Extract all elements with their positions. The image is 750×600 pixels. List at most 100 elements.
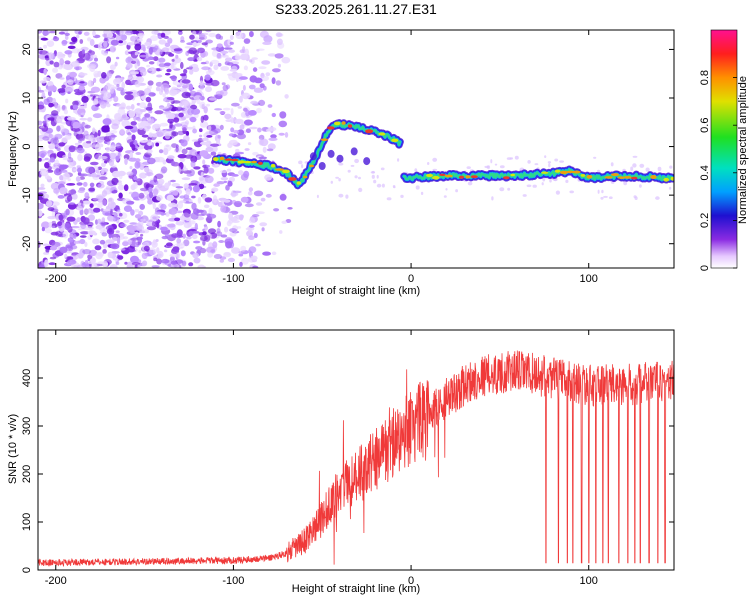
- spectrogram-noise-blob: [83, 181, 88, 187]
- spectrogram-ridge-hotspot: [212, 157, 219, 162]
- spectrogram-noise-blob: [38, 187, 46, 190]
- spectrogram-noise-blob: [191, 231, 200, 234]
- spectrogram-noise-blob: [111, 123, 119, 130]
- spectrogram-noise-blob: [81, 95, 89, 103]
- spectrogram-noise-blob: [40, 153, 45, 159]
- spectrogram-noise-blob: [42, 120, 47, 124]
- spectrogram-noise-blob: [40, 37, 48, 41]
- spectrogram-noise-blob: [123, 219, 130, 223]
- spectrogram-noise-blob: [49, 157, 55, 163]
- colorbar-gradient: [711, 30, 737, 268]
- spectrogram-noise-blob: [103, 262, 109, 267]
- spectrogram-noise-blob: [201, 32, 209, 36]
- spectrogram-noise-blob: [204, 197, 213, 203]
- spectrogram-noise-blob: [108, 159, 115, 167]
- spectrogram-noise-blob: [354, 158, 359, 164]
- spectrogram-noise-blob: [153, 175, 158, 183]
- spectrogram-frame: [37, 29, 675, 269]
- spectrogram-ridge-hotspot: [604, 176, 613, 179]
- spectrogram-noise-blob: [210, 143, 220, 147]
- spectrogram-noise-blob: [467, 181, 473, 186]
- spectrogram-noise-blob: [281, 220, 288, 224]
- spectrogram-noise-blob: [90, 161, 99, 166]
- spectrogram-noise-blob: [93, 207, 101, 213]
- spectrogram-noise-blob: [180, 139, 188, 147]
- spectrogram-noise-blob: [58, 65, 63, 70]
- spectrogram-noise-blob: [134, 181, 138, 186]
- spectrogram-noise-blob: [38, 104, 45, 110]
- spectrogram-noise-blob: [64, 50, 73, 55]
- spectrogram-noise-blob: [131, 60, 136, 64]
- spectrogram-noise-blob: [82, 200, 91, 205]
- spectrogram-noise-blob: [167, 102, 171, 108]
- spectrogram-noise-blob: [175, 54, 179, 59]
- spectrogram-noise-blob: [38, 54, 47, 59]
- spectrogram-noise-blob: [120, 248, 126, 251]
- spectrogram-noise-blob: [153, 56, 159, 62]
- spectrogram-ridge-hotspot: [510, 173, 515, 177]
- spectrogram-noise-blob: [69, 245, 78, 250]
- spectrogram-noise-blob: [163, 144, 172, 152]
- spectrogram-noise-blob: [187, 57, 195, 62]
- spectrogram-noise-blob: [156, 156, 165, 163]
- spectrogram-noise-blob: [205, 30, 212, 33]
- spectrogram-noise-blob: [73, 108, 77, 114]
- spectrogram-noise-blob: [170, 160, 176, 166]
- spectrogram-noise-blob: [185, 130, 190, 137]
- spectrogram-noise-blob: [200, 171, 204, 177]
- spectrogram-noise-blob: [134, 81, 141, 88]
- spectrogram-noise-blob: [106, 56, 112, 64]
- spectrogram-noise-blob: [210, 59, 220, 65]
- spectrogram-ridge-hotspot: [586, 174, 593, 179]
- spectrogram-noise-blob: [270, 134, 277, 139]
- spectrogram-ridge-hotspot: [554, 169, 561, 173]
- spectrogram-noise-blob: [177, 154, 187, 159]
- spectrogram-noise-blob: [59, 187, 68, 195]
- spectrogram-noise-blob: [54, 133, 63, 139]
- spectrogram-noise-blob: [111, 170, 121, 178]
- spectrogram-noise-blob: [228, 49, 236, 53]
- spectrogram-ridge-hotspot: [219, 156, 225, 161]
- spectrogram-noise-blob: [159, 129, 166, 134]
- spectrogram-noise-blob: [156, 194, 163, 201]
- spectrogram-noise-blob: [119, 128, 125, 135]
- spectrogram-noise-blob: [101, 232, 108, 237]
- spectrogram-noise-blob: [267, 143, 276, 150]
- spectrogram-noise-blob: [67, 91, 71, 94]
- spectrogram-noise-blob: [127, 132, 132, 136]
- spectrogram-noise-blob: [47, 207, 55, 212]
- spectrogram-noise-blob: [88, 187, 96, 192]
- spectrogram-ridge-hotspot: [426, 173, 433, 178]
- spectrogram-noise-blob: [189, 116, 197, 123]
- spectrogram-ridge-hotspot: [458, 175, 465, 179]
- spectrogram-noise-blob: [243, 65, 248, 71]
- spectrogram-noise-blob: [188, 83, 194, 92]
- spectrogram-noise-blob: [140, 233, 144, 237]
- spectrogram-noise-blob: [101, 49, 105, 55]
- spectrogram-noise-blob: [171, 143, 178, 149]
- spectrogram-ridge-hotspot: [327, 126, 335, 130]
- spectrogram-noise-blob: [180, 242, 185, 249]
- spectrogram-noise-blob: [277, 63, 281, 68]
- spectrogram-noise-blob: [248, 84, 256, 90]
- spectrogram-noise-blob: [245, 227, 255, 231]
- spectrogram-noise-blob: [130, 104, 135, 110]
- spectrogram-noise-blob: [206, 135, 213, 138]
- spectrogram-noise-blob: [92, 138, 96, 145]
- spectrogram-noise-blob: [267, 127, 277, 132]
- spectrogram-noise-blob: [156, 258, 163, 265]
- spectrogram-noise-blob: [145, 172, 154, 177]
- spectrogram-noise-blob: [50, 231, 59, 236]
- spectrogram-noise-blob: [129, 165, 133, 170]
- spectrogram-noise-blob: [164, 62, 171, 67]
- spectrogram-noise-blob: [85, 265, 92, 268]
- spectrogram-noise-blob: [213, 254, 222, 259]
- spectrogram-noise-blob: [68, 189, 77, 195]
- spectrogram-noise-blob: [338, 178, 341, 182]
- spectrogram-noise-blob: [249, 217, 256, 224]
- colorbar-ticks: 0 0.2 0.4 0.6 0.8: [699, 70, 737, 271]
- spectrogram-noise-blob: [226, 168, 232, 172]
- spectrogram-ridge-hotspot: [334, 121, 341, 126]
- spectrogram-noise-blob: [190, 155, 198, 163]
- spectrogram-noise-blob: [527, 160, 531, 164]
